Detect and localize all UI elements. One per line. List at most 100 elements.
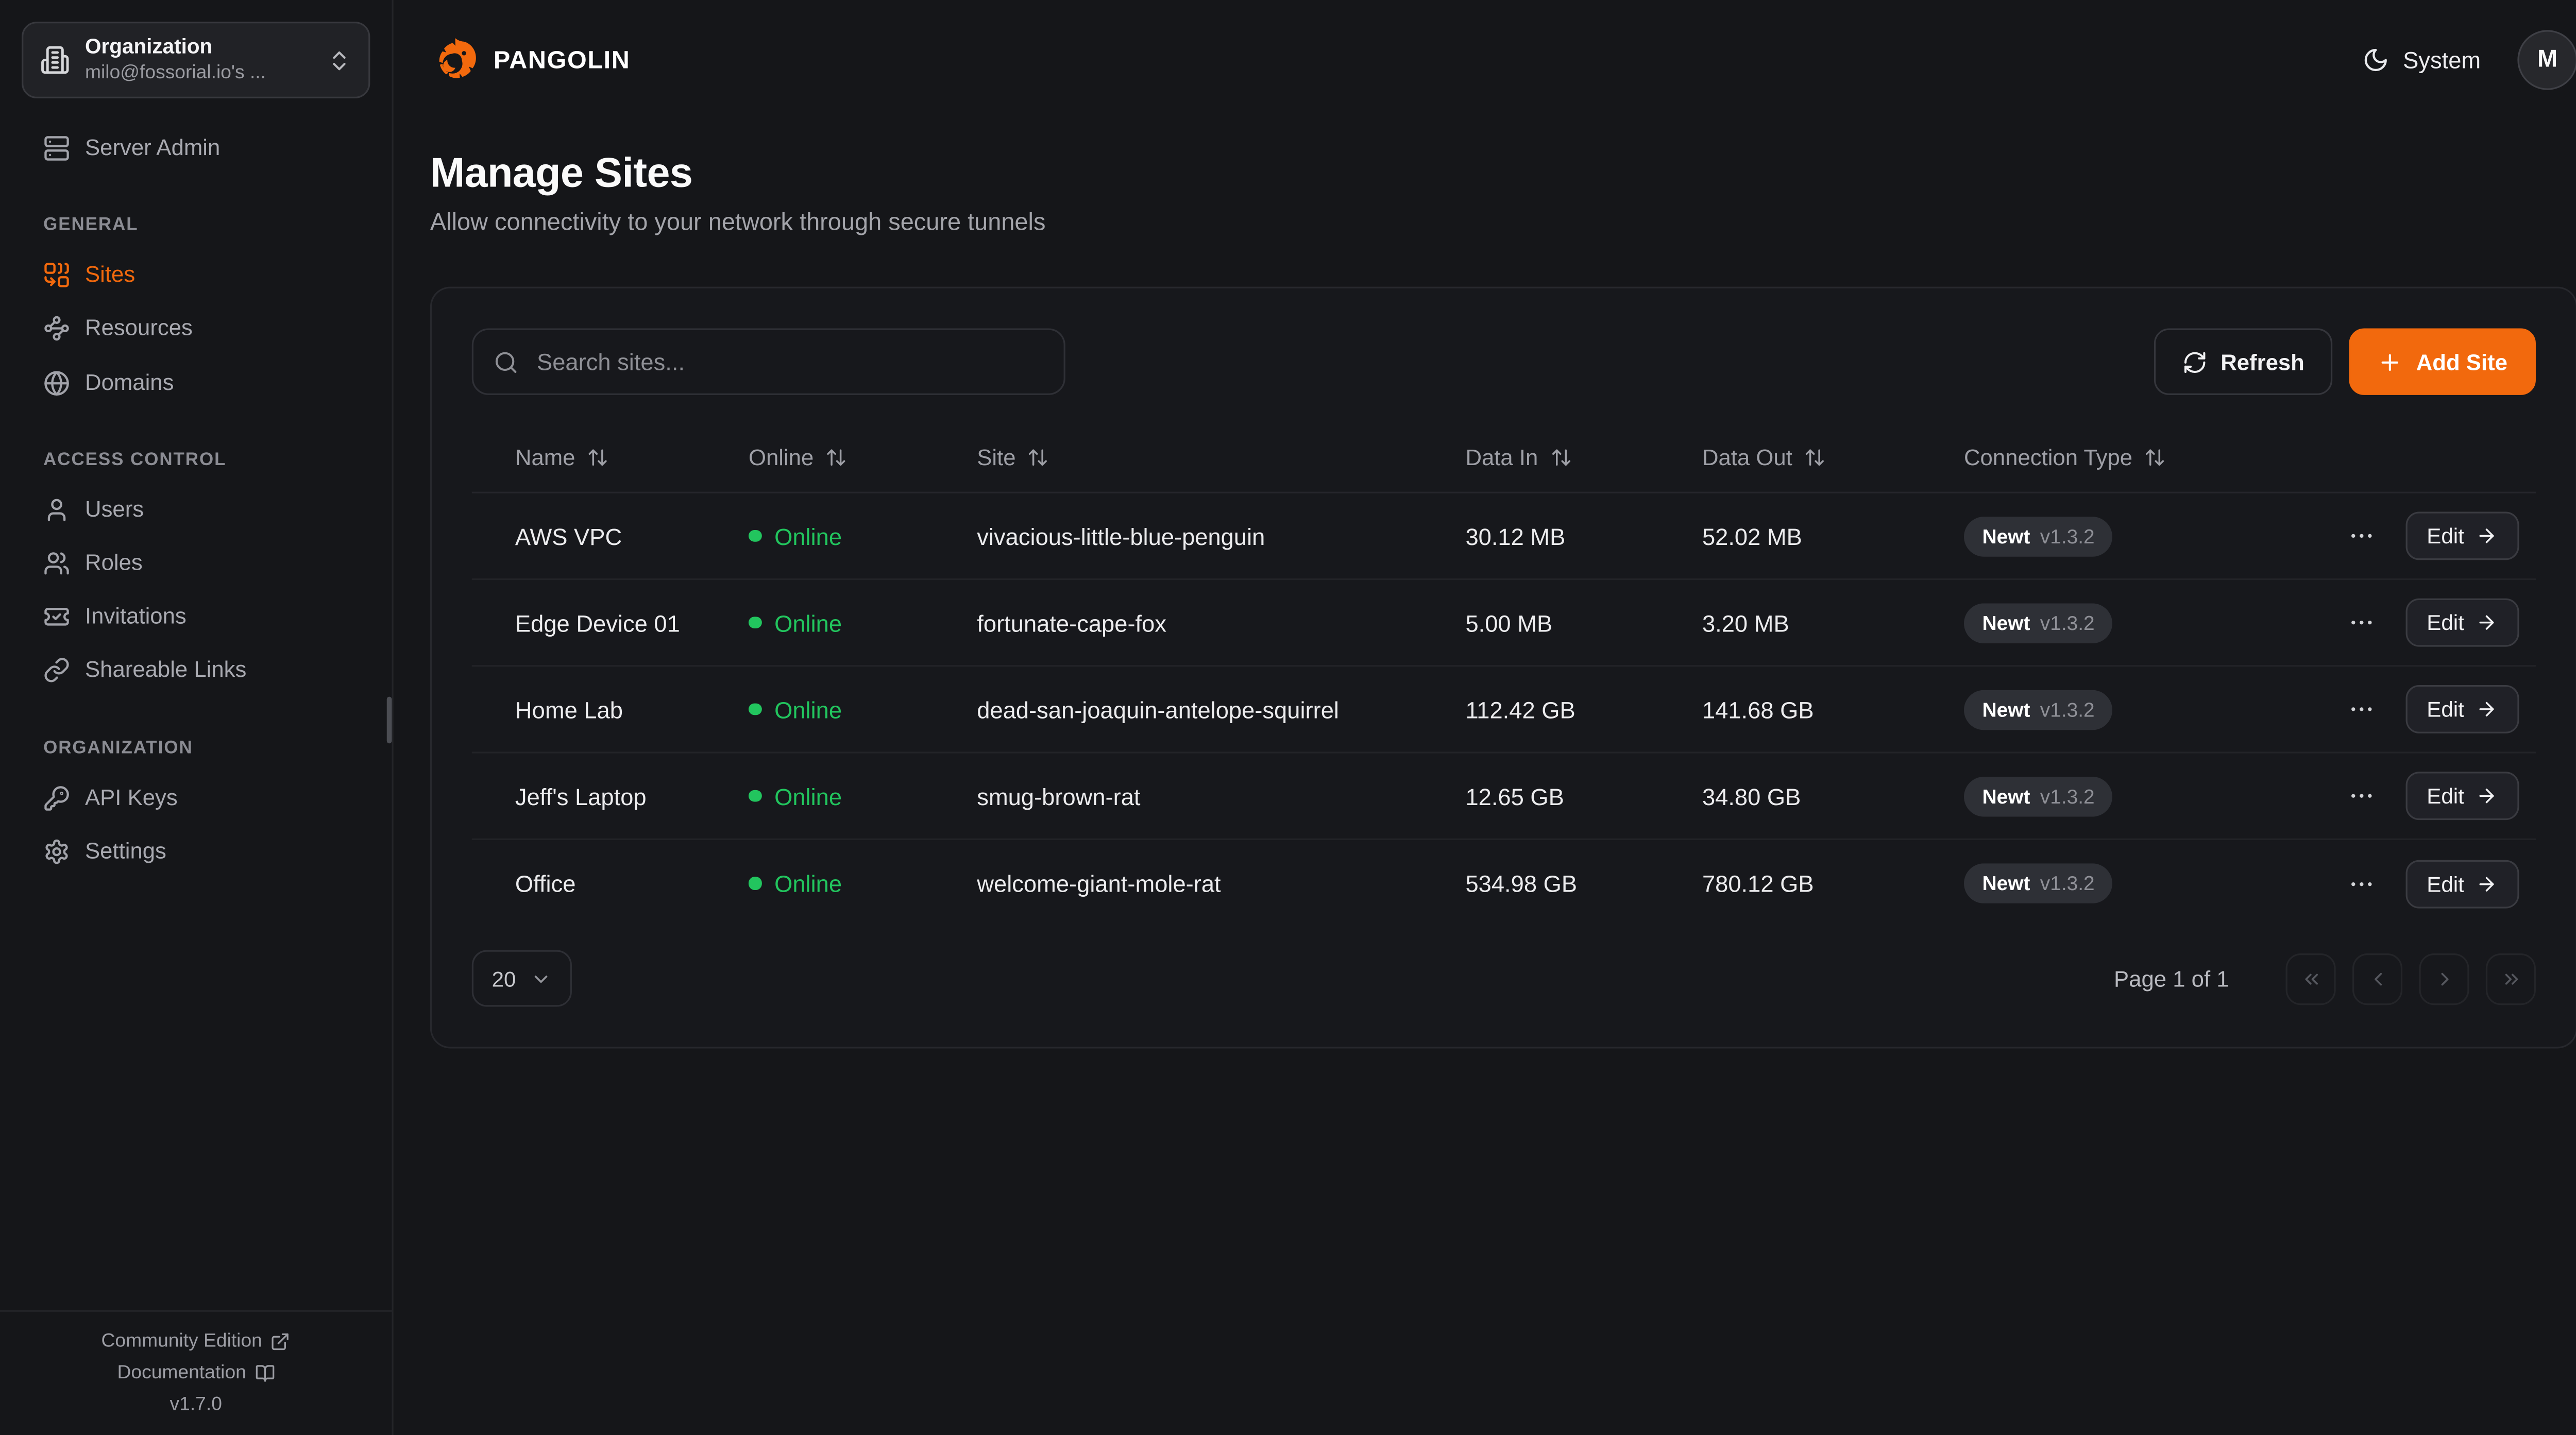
table-row: Office Online welcome-giant-mole-rat 534… bbox=[472, 840, 2536, 927]
plus-icon bbox=[2378, 349, 2403, 374]
sidebar-item-invitations[interactable]: Invitations bbox=[20, 590, 372, 644]
row-actions-cell: Edit bbox=[2321, 685, 2536, 733]
users-icon bbox=[43, 550, 70, 577]
sidebar-item-label: API Keys bbox=[85, 784, 178, 810]
combine-icon bbox=[43, 262, 70, 289]
edit-button[interactable]: Edit bbox=[2405, 772, 2519, 821]
sidebar-item-roles[interactable]: Roles bbox=[20, 537, 372, 590]
online-status-cell: Online bbox=[722, 782, 950, 809]
site-slug-cell: welcome-giant-mole-rat bbox=[977, 870, 1221, 897]
add-site-button[interactable]: Add Site bbox=[2349, 328, 2536, 395]
theme-toggle[interactable]: System bbox=[2363, 46, 2481, 74]
ellipsis-icon bbox=[2347, 869, 2375, 898]
online-status-label: Online bbox=[774, 522, 842, 550]
sidebar-item-settings[interactable]: Settings bbox=[20, 825, 372, 878]
connection-type-badge: Newt v1.3.2 bbox=[1964, 776, 2113, 816]
sidebar-scrollbar-thumb[interactable] bbox=[386, 696, 392, 744]
table-row: Edge Device 01 Online fortunate-cape-fox… bbox=[471, 580, 2536, 667]
column-header-actions bbox=[2321, 422, 2536, 492]
documentation-link[interactable]: Documentation bbox=[13, 1363, 379, 1383]
row-menu-button[interactable] bbox=[2344, 518, 2379, 553]
pager: Page 1 of 1 bbox=[2114, 952, 2536, 1004]
org-subtitle: milo@fossorial.io's ... bbox=[85, 62, 266, 83]
site-name-cell: Home Lab bbox=[515, 696, 623, 723]
ellipsis-icon bbox=[2347, 608, 2375, 637]
sidebar-item-domains[interactable]: Domains bbox=[20, 356, 372, 409]
org-selector-text: Organization milo@fossorial.io's ... bbox=[85, 34, 327, 86]
theme-label: System bbox=[2403, 46, 2481, 74]
link-icon bbox=[43, 657, 70, 684]
data-in-cell: 5.00 MB bbox=[1465, 609, 1553, 636]
online-dot-icon bbox=[748, 616, 761, 629]
column-header-data-out[interactable]: Data Out bbox=[1675, 422, 1937, 492]
sidebar-footer: Community Edition Documentation v1.7.0 bbox=[0, 1310, 392, 1435]
connection-type-version: v1.3.2 bbox=[2040, 697, 2095, 721]
column-header-data-in[interactable]: Data In bbox=[1439, 422, 1676, 492]
sidebar-item-api-keys[interactable]: API Keys bbox=[20, 771, 372, 825]
last-page-button[interactable] bbox=[2485, 952, 2536, 1004]
search-input[interactable] bbox=[533, 347, 1044, 377]
refresh-button[interactable]: Refresh bbox=[2154, 328, 2333, 395]
column-header-online[interactable]: Online bbox=[722, 422, 950, 492]
org-selector[interactable]: Organization milo@fossorial.io's ... bbox=[22, 22, 370, 98]
moon-icon bbox=[2363, 47, 2389, 74]
topbar-right: System M bbox=[2363, 30, 2576, 90]
sort-icon bbox=[587, 446, 608, 468]
ellipsis-icon bbox=[2347, 782, 2375, 810]
row-menu-button[interactable] bbox=[2344, 778, 2379, 813]
edit-button[interactable]: Edit bbox=[2405, 598, 2519, 647]
data-out-cell: 34.80 GB bbox=[1702, 782, 1801, 810]
site-name-cell: Edge Device 01 bbox=[515, 609, 680, 636]
sidebar-item-resources[interactable]: Resources bbox=[20, 302, 372, 356]
first-page-button[interactable] bbox=[2285, 952, 2336, 1004]
sidebar-item-shareable-links[interactable]: Shareable Links bbox=[20, 644, 372, 697]
connection-type-version: v1.3.2 bbox=[2040, 784, 2095, 808]
connection-type-name: Newt bbox=[1982, 784, 2030, 808]
data-in-cell: 30.12 MB bbox=[1465, 522, 1566, 550]
arrow-right-icon bbox=[2476, 873, 2497, 894]
sidebar-item-label: Users bbox=[85, 496, 144, 522]
column-header-site[interactable]: Site bbox=[951, 422, 1439, 492]
column-header-name[interactable]: Name bbox=[472, 422, 722, 492]
connection-type-cell: Newt v1.3.2 bbox=[1937, 776, 2320, 816]
sidebar-item-label: Resources bbox=[85, 315, 193, 341]
site-name-cell: AWS VPC bbox=[515, 522, 622, 550]
edit-label: Edit bbox=[2427, 696, 2464, 722]
connection-type-badge: Newt v1.3.2 bbox=[1964, 689, 2113, 729]
community-edition-link[interactable]: Community Edition bbox=[13, 1332, 379, 1352]
row-menu-button[interactable] bbox=[2344, 866, 2379, 901]
page-size-select[interactable]: 20 bbox=[471, 950, 573, 1007]
server-icon bbox=[43, 135, 70, 162]
globe-icon bbox=[43, 369, 70, 396]
table-body: AWS VPC Online vivacious-little-blue-pen… bbox=[471, 493, 2536, 927]
sidebar-item-sites[interactable]: Sites bbox=[20, 249, 372, 302]
chevrons-right-icon bbox=[2500, 967, 2521, 989]
avatar[interactable]: M bbox=[2517, 30, 2576, 90]
column-header-connection-type[interactable]: Connection Type bbox=[1937, 422, 2320, 492]
table-row: Home Lab Online dead-san-joaquin-antelop… bbox=[471, 667, 2536, 754]
edit-button[interactable]: Edit bbox=[2405, 511, 2519, 560]
online-status-label: Online bbox=[774, 609, 842, 636]
online-status-label: Online bbox=[774, 782, 842, 810]
gear-icon bbox=[43, 838, 70, 865]
sidebar-item-server-admin[interactable]: Server Admin bbox=[20, 122, 372, 175]
connection-type-version: v1.3.2 bbox=[2040, 524, 2095, 548]
section-label-access-control: ACCESS CONTROL bbox=[43, 449, 227, 470]
data-in-cell: 12.65 GB bbox=[1465, 782, 1564, 810]
row-menu-button[interactable] bbox=[2344, 605, 2379, 640]
site-name-cell: Office bbox=[515, 870, 576, 897]
sidebar-item-label: Server Admin bbox=[85, 135, 221, 160]
sidebar-item-label: Roles bbox=[85, 550, 143, 575]
online-status-cell: Online bbox=[722, 870, 950, 897]
chevron-down-icon bbox=[531, 967, 553, 989]
chevron-left-icon bbox=[2367, 967, 2388, 989]
edit-button[interactable]: Edit bbox=[2405, 859, 2519, 908]
next-page-button[interactable] bbox=[2419, 952, 2469, 1004]
sidebar-item-users[interactable]: Users bbox=[20, 483, 372, 537]
connection-type-version: v1.3.2 bbox=[2040, 872, 2095, 895]
previous-page-button[interactable] bbox=[2352, 952, 2403, 1004]
edit-button[interactable]: Edit bbox=[2405, 685, 2519, 733]
connection-type-cell: Newt v1.3.2 bbox=[1937, 863, 2320, 903]
table-row: AWS VPC Online vivacious-little-blue-pen… bbox=[471, 493, 2536, 580]
row-menu-button[interactable] bbox=[2344, 692, 2379, 727]
